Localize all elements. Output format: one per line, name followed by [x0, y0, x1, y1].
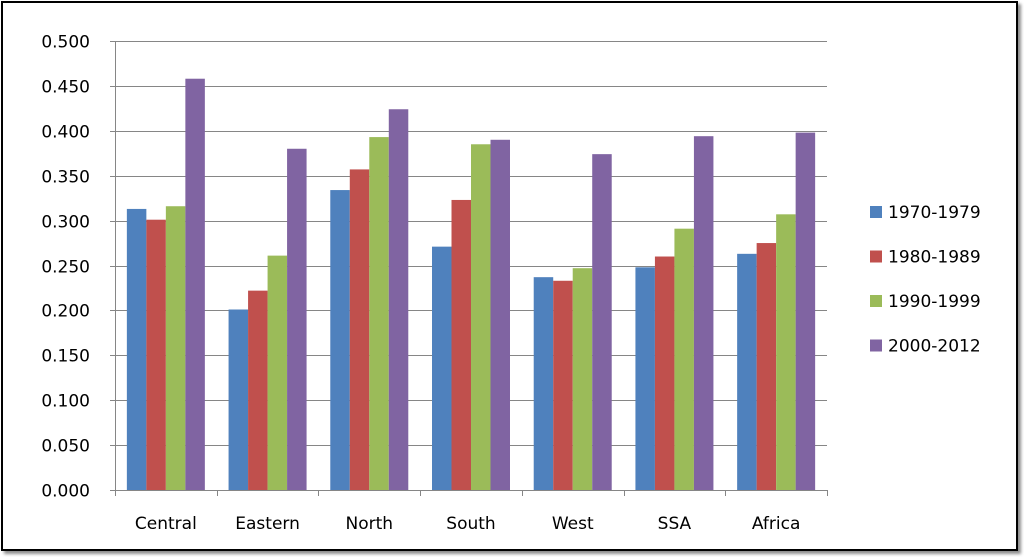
- y-tick-label: 0.050: [41, 437, 90, 457]
- bar-north-1970-1979: [330, 190, 350, 490]
- x-tick-label: Africa: [752, 514, 801, 534]
- bar-south-1990-1999: [471, 144, 491, 490]
- bar-west-1990-1999: [572, 268, 593, 490]
- x-tick-label: SSA: [658, 514, 692, 534]
- bar-south-1980-1989: [451, 199, 471, 491]
- bar-ssa-1990-1999: [674, 228, 694, 490]
- x-tick-label: South: [446, 514, 495, 534]
- bar-central-1990-1999: [165, 206, 186, 490]
- y-tick-label: 0.000: [41, 482, 90, 502]
- bar-west-2000-2012: [592, 154, 612, 490]
- bar-west-1970-1979: [533, 277, 554, 490]
- axes: [110, 41, 828, 496]
- bar-ssa-2000-2012: [693, 136, 714, 491]
- y-tick-label: 0.350: [41, 168, 90, 188]
- y-tick-label: 0.150: [41, 347, 90, 367]
- y-tick-label: 0.200: [41, 302, 90, 322]
- legend-label: 1990-1999: [888, 292, 981, 312]
- bar-north-1990-1999: [369, 137, 389, 490]
- bar-south-2000-2012: [490, 139, 510, 490]
- x-tick-labels: Central Eastern North South West SSA Africa: [135, 514, 800, 534]
- bar-eastern-1990-1999: [267, 255, 288, 490]
- bar-africa-1970-1979: [737, 253, 757, 490]
- y-tick-labels: 0.000 0.050 0.100 0.150 0.200 0.250 0.300 0.350…: [41, 33, 90, 502]
- bar-north-2000-2012: [388, 109, 409, 491]
- legend-swatch: [870, 295, 882, 307]
- x-tick-label: North: [346, 514, 394, 534]
- bar-africa-2000-2012: [795, 132, 816, 490]
- bar-ssa-1970-1979: [635, 267, 655, 490]
- legend-swatch: [870, 206, 882, 218]
- x-tick-label: West: [552, 514, 594, 534]
- y-tick-label: 0.300: [41, 213, 90, 233]
- y-tick-label: 0.450: [41, 78, 90, 98]
- bar-ssa-1980-1989: [654, 256, 675, 490]
- y-tick-label: 0.100: [41, 392, 90, 412]
- x-tick-label: Central: [135, 514, 197, 534]
- bar-central-2000-2012: [185, 78, 205, 490]
- bar-eastern-2000-2012: [287, 148, 307, 490]
- bar-north-1980-1989: [349, 169, 370, 490]
- legend-swatch: [870, 339, 882, 352]
- bar-africa-1980-1989: [756, 243, 777, 490]
- y-tick-label: 0.250: [41, 258, 90, 278]
- x-tick-label: Eastern: [235, 514, 300, 534]
- bar-eastern-1970-1979: [228, 309, 249, 490]
- legend-swatch: [870, 250, 882, 263]
- y-tick-label: 0.400: [41, 123, 90, 143]
- bars: [126, 78, 816, 491]
- bar-central-1970-1979: [126, 208, 147, 490]
- legend-label: 2000-2012: [888, 337, 981, 357]
- legend-label: 1970-1979: [888, 203, 981, 223]
- bar-eastern-1980-1989: [248, 290, 268, 490]
- bar-south-1970-1979: [432, 246, 452, 490]
- bar-west-1980-1989: [553, 280, 573, 490]
- bar-central-1980-1989: [146, 219, 166, 490]
- legend-label: 1980-1989: [888, 248, 981, 268]
- bar-africa-1990-1999: [776, 214, 796, 490]
- y-tick-label: 0.500: [41, 33, 90, 53]
- legend: 1970-1979 1980-1989 1990-1999 2000-2012: [870, 203, 981, 357]
